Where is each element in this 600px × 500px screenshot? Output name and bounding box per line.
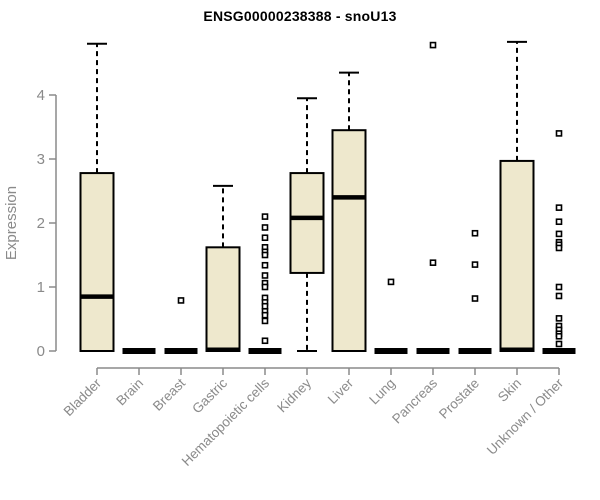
y-tick-label: 1 [37, 279, 45, 296]
category-label: Skin [495, 376, 524, 405]
collapsed-box-bar [416, 348, 450, 354]
outlier-point [261, 251, 269, 259]
outlier-point [555, 204, 563, 211]
box [331, 129, 367, 352]
category-label: Gastric [189, 375, 230, 416]
outlier-point [261, 317, 269, 325]
outlier-point [555, 283, 563, 291]
outlier-point [261, 234, 269, 242]
y-axis-label: Expression [3, 186, 20, 260]
outlier-point [555, 230, 563, 238]
outlier-point [261, 213, 269, 220]
category-label: Kidney [274, 375, 314, 415]
category-label: Breast [150, 375, 188, 413]
y-tick-label: 3 [37, 151, 45, 168]
category-label: Brain [113, 376, 146, 409]
outlier-point [261, 302, 269, 310]
outlier-point [429, 259, 437, 266]
category-label: Bladder [61, 375, 105, 419]
collapsed-box-bar [164, 348, 198, 354]
outlier-point [555, 315, 563, 322]
category-label: Prostate [436, 376, 482, 422]
outlier-point [555, 332, 563, 340]
collapsed-box-bar [542, 348, 576, 354]
category-label: Unknown / Other [484, 375, 567, 458]
y-tick-label: 2 [37, 215, 45, 232]
outlier-point [387, 278, 395, 286]
outlier-point [177, 297, 185, 304]
outlier-point [471, 261, 479, 268]
y-tick-label: 0 [37, 343, 45, 360]
outlier-point [555, 244, 563, 252]
outlier-point [555, 130, 563, 137]
collapsed-box-bar [374, 348, 408, 354]
outlier-point [261, 261, 269, 269]
box [205, 246, 241, 353]
y-tick-label: 4 [37, 87, 45, 104]
box [79, 172, 115, 352]
outlier-point [471, 295, 479, 302]
outlier-point [261, 311, 269, 319]
outlier-point [555, 218, 563, 226]
box [289, 172, 325, 274]
category-label: Lung [366, 376, 398, 408]
outlier-point [555, 292, 563, 300]
collapsed-box-bar [122, 348, 156, 354]
outlier-point [261, 283, 269, 291]
category-label: Liver [325, 375, 357, 407]
chart-title: ENSG00000238388 - snoU13 [203, 8, 397, 24]
outlier-point [555, 340, 563, 348]
outlier-point [429, 41, 437, 49]
outlier-point [261, 272, 269, 279]
outlier-point [261, 337, 269, 345]
outlier-point [471, 229, 479, 237]
collapsed-box-bar [248, 348, 282, 354]
category-label: Pancreas [389, 375, 440, 426]
outlier-point [261, 224, 269, 231]
box [499, 159, 535, 352]
collapsed-box-bar [458, 348, 492, 354]
